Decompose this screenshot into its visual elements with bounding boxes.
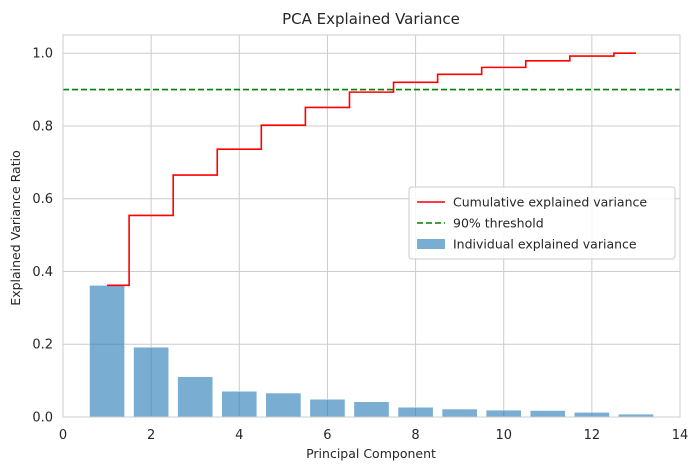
chart-title: PCA Explained Variance <box>282 10 460 28</box>
bars <box>89 285 654 418</box>
bar-pc-9 <box>441 408 478 418</box>
legend-box <box>408 186 676 260</box>
legend-label: Individual explained variance <box>453 237 637 252</box>
x-tick-label: 8 <box>411 428 419 443</box>
x-tick-label: 4 <box>235 428 243 443</box>
x-tick-label: 14 <box>672 428 689 443</box>
y-tick-label: 0.2 <box>32 338 53 353</box>
plot-frame <box>62 34 681 418</box>
bar-pc-2 <box>133 346 170 418</box>
y-tick-label: 0.8 <box>32 119 53 134</box>
bar-pc-10 <box>485 409 522 418</box>
x-tick-label: 12 <box>584 428 601 443</box>
x-tick-labels: 0 2 4 6 8 10 12 14 <box>59 428 688 443</box>
y-tick-label: 0.0 <box>32 411 53 426</box>
bar-pc-11 <box>529 410 566 418</box>
x-tick-label: 0 <box>59 428 67 443</box>
legend-label: 90% threshold <box>453 216 544 231</box>
x-axis-label: Principal Component <box>306 446 436 461</box>
bar-pc-3 <box>177 376 214 418</box>
legend: Cumulative explained variance 90% thresho… <box>408 186 676 260</box>
y-axis-label: Explained Variance Ratio <box>8 150 23 305</box>
legend-label: Cumulative explained variance <box>453 195 647 210</box>
cumulative-step-path <box>107 52 636 287</box>
y-tick-label: 0.6 <box>32 192 53 207</box>
y-tick-label: 0.4 <box>32 265 53 280</box>
x-tick-label: 10 <box>495 428 512 443</box>
plot-border <box>62 34 681 418</box>
x-tick-label: 6 <box>323 428 331 443</box>
bar-pc-8 <box>397 406 434 418</box>
y-tick-labels: 0.0 0.2 0.4 0.6 0.8 1.0 <box>32 47 53 426</box>
y-tick-label: 1.0 <box>32 47 53 62</box>
x-tick-label: 2 <box>147 428 155 443</box>
bar-pc-5 <box>265 392 302 418</box>
bar-pc-6 <box>309 398 346 418</box>
bar-pc-4 <box>221 390 258 418</box>
legend-swatch-bar <box>417 239 445 249</box>
bar-pc-12 <box>573 411 610 418</box>
cumulative-step-line <box>107 52 636 287</box>
bar-pc-7 <box>353 401 390 418</box>
bar-pc-1 <box>89 285 125 418</box>
